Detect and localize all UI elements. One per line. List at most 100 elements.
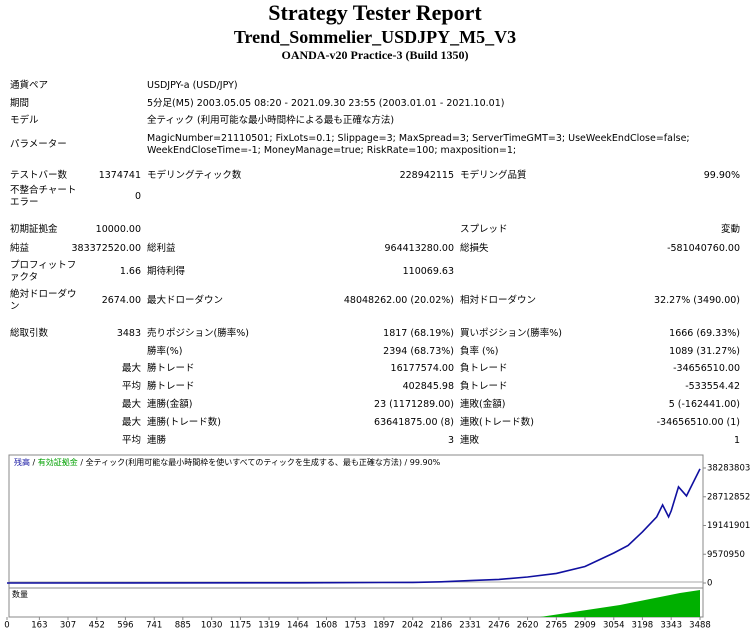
stat-label: 連敗(トレード数) (460, 417, 534, 428)
stat-value: 964413280.00 (384, 243, 454, 254)
volume-label: 数量 (12, 590, 28, 599)
stat-value: 110069.63 (402, 266, 454, 277)
x-tick-label: 0 (4, 621, 9, 631)
stat-value: 最大 (121, 399, 141, 410)
y-tick-label: 28712852 (707, 492, 750, 502)
stat-label: 勝率(%) (147, 346, 183, 357)
stat-value: 変動 (720, 224, 740, 235)
legend-item: 残高 (14, 458, 30, 467)
setting-label: モデル (10, 115, 39, 126)
stat-value: 1374741 (98, 170, 141, 181)
stat-value: 2394 (68.73%) (383, 346, 454, 357)
stat-value: 0 (134, 191, 141, 202)
stat-value: 1666 (69.33%) (669, 328, 740, 339)
stat-label: 総取引数 (10, 328, 49, 339)
stat-value: 63641875.00 (8) (374, 417, 454, 428)
y-tick-label: 0 (707, 579, 712, 589)
stat-value: 383372520.00 (71, 243, 141, 254)
y-tick-label: 38283803 (707, 464, 750, 474)
stat-label: 不整合チャートエラー (10, 185, 77, 208)
stat-value: 402845.98 (402, 381, 454, 392)
stat-value: 5 (-162441.00) (668, 399, 740, 410)
stat-value: -581040760.00 (667, 243, 740, 254)
setting-value: 全ティック (利用可能な最小時間枠による最も正確な方法) (147, 115, 395, 126)
stat-label: 絶対ドローダウン (10, 289, 77, 312)
stat-label: 連勝(金額) (147, 399, 193, 410)
legend-item: 99.90% (409, 458, 441, 467)
legend-item: 有効証拠金 (37, 458, 78, 467)
y-tick-label: 19141901 (707, 521, 750, 531)
x-tick-label: 307 (60, 621, 76, 631)
legend-separator: / (401, 458, 410, 467)
stat-label: 買いポジション(勝率%) (460, 328, 562, 339)
chart-frame (8, 454, 704, 589)
x-tick-label: 1464 (287, 621, 309, 631)
x-tick-label: 3198 (632, 621, 654, 631)
x-tick-label: 885 (175, 621, 191, 631)
setting-value: USDJPY-a (USD/JPY) (147, 80, 238, 91)
stat-value: 最大 (121, 417, 141, 428)
x-tick-label: 2042 (402, 621, 424, 631)
stat-value: 3 (447, 435, 454, 446)
x-tick-label: 3343 (660, 621, 682, 631)
stat-label: スプレッド (460, 224, 508, 235)
x-tick-label: 1319 (258, 621, 280, 631)
x-tick-label: 2476 (488, 621, 510, 631)
setting-label: 期間 (10, 98, 30, 109)
stat-label: 純益 (10, 243, 30, 254)
x-tick-label: 163 (31, 621, 47, 631)
stat-label: モデリングティック数 (147, 170, 242, 181)
stat-value: -533554.42 (685, 381, 740, 392)
x-tick-label: 1608 (316, 621, 338, 631)
stat-label: 連勝(トレード数) (147, 417, 221, 428)
stat-value: 1 (733, 435, 740, 446)
stat-value: 1.66 (119, 266, 141, 277)
x-tick-label: 2186 (430, 621, 452, 631)
x-tick-label: 452 (89, 621, 105, 631)
stat-label: 総損失 (460, 243, 489, 254)
stat-value: 最大 (121, 363, 141, 374)
balance-line (6, 468, 701, 584)
x-tick-label: 2765 (546, 621, 568, 631)
legend-item: 全ティック(利用可能な最小時間枠を使いすべてのティックを生成する、最も正確な方法… (85, 458, 402, 467)
stat-value: 228942115 (399, 170, 454, 181)
setting-label: 通貨ペア (10, 80, 49, 91)
x-tick-label: 3488 (689, 621, 711, 631)
stat-label: 勝トレード (147, 381, 195, 392)
stat-value: 2674.00 (101, 295, 141, 306)
legend-separator: / (30, 458, 38, 467)
stat-value: -34656510.00 (673, 363, 740, 374)
stat-label: テストバー数 (10, 170, 68, 181)
server-name: OANDA-v20 Practice-3 (Build 1350) (281, 48, 469, 62)
stat-label: 売りポジション(勝率%) (147, 328, 249, 339)
y-tick-label: 9570950 (707, 550, 745, 560)
stat-value: 23 (1171289.00) (374, 399, 454, 410)
stat-label: 負トレード (460, 381, 508, 392)
stat-value: 1089 (31.27%) (669, 346, 740, 357)
stat-label: 連敗 (460, 435, 480, 446)
stat-label: モデリング品質 (460, 170, 527, 181)
x-tick-label: 1175 (230, 621, 252, 631)
stat-label: 相対ドローダウン (460, 295, 537, 306)
stat-label: 期待利得 (147, 266, 186, 277)
stat-value: 32.27% (3490.00) (654, 295, 740, 306)
x-tick-label: 741 (146, 621, 162, 631)
stat-label: 勝トレード (147, 363, 195, 374)
stat-label: 負率 (%) (460, 346, 499, 357)
stat-label: 連敗(金額) (460, 399, 506, 410)
stat-label: 最大ドローダウン (147, 295, 224, 306)
x-tick-label: 1030 (201, 621, 223, 631)
x-tick-label: 1897 (373, 621, 395, 631)
setting-value: MagicNumber=21110501; FixLots=0.1; Slipp… (147, 133, 690, 156)
legend-separator: / (77, 458, 86, 467)
stat-value: -34656510.00 (1) (656, 417, 740, 428)
x-tick-label: 2909 (574, 621, 596, 631)
stat-value: 平均 (121, 381, 141, 392)
setting-value: 5分足(M5) 2003.05.05 08:20 - 2021.09.30 23… (147, 98, 505, 109)
legend: 残高 / 有効証拠金 / 全ティック(利用可能な最小時間枠を使いすべてのティック… (14, 457, 440, 469)
x-tick-label: 2620 (517, 621, 539, 631)
setting-label: パラメーター (10, 139, 67, 150)
stat-label: 負トレード (460, 363, 508, 374)
stat-value: 10000.00 (95, 224, 141, 235)
